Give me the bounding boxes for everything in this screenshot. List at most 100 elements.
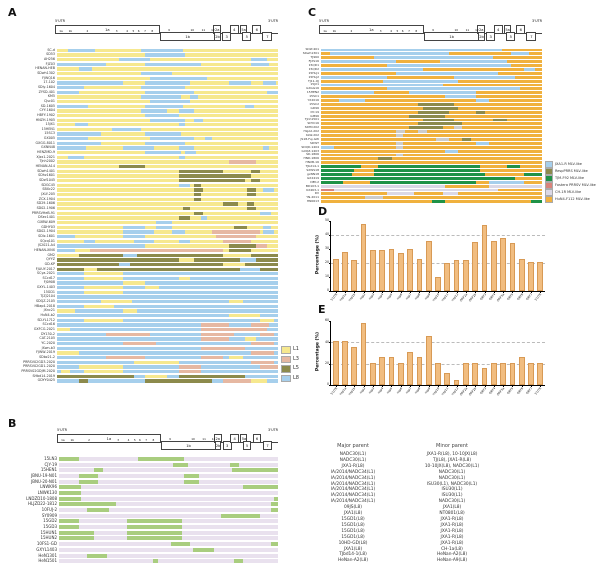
bar-nsp3: [369, 362, 376, 385]
recombination-segment: [200, 328, 267, 332]
genome-track: [57, 318, 278, 323]
recombination-segment: [57, 132, 102, 136]
legend-item: L8: [281, 374, 299, 384]
legend-label: HuN4-F112 MLV-like: [555, 196, 590, 201]
x-tick-mark: [540, 385, 542, 387]
genome-track: [57, 355, 278, 360]
strain-label: KM5: [47, 94, 55, 99]
strain-label: GX2419: [306, 175, 319, 180]
nsp-sub-label: 3: [115, 29, 118, 34]
bar-nsp1b: [351, 260, 358, 291]
genome-track: [57, 99, 278, 104]
recombination-segment: [396, 141, 403, 145]
recombination-segment: [178, 155, 186, 160]
genome-track: [57, 76, 278, 80]
strain-row: 15SC2: [280, 102, 542, 106]
recombination-segment: [57, 234, 75, 239]
genome-track: [59, 553, 278, 558]
bar-3'UTR: [537, 261, 544, 291]
bar-nsp7: [407, 249, 413, 291]
recombination-segment: [194, 197, 201, 201]
genome-track: [321, 106, 542, 110]
nsp-sub-label: 7: [144, 29, 146, 34]
recombination-segment: [149, 118, 186, 122]
strain-label: GXYL1403: [36, 546, 57, 552]
parent-entry: IA/2014/NADC34(L1): [330, 493, 376, 499]
genome-track: [321, 95, 542, 99]
parent-entry: TJbd14-1(L8): [339, 552, 367, 558]
bar-nsp3: [369, 250, 376, 291]
nsp-sub-label: 6: [137, 29, 140, 34]
strain-row: HENAN-XINX: [8, 248, 278, 253]
genome-track: [57, 113, 278, 118]
genome-track: [59, 490, 278, 495]
recombination-segment: [233, 225, 248, 229]
recombination-segment: [59, 485, 81, 490]
recombination-segment: [475, 141, 489, 145]
bar-chart-e: 0 20 40 60 5'UTR nsp1a nsp1b nsp2 nsp3 nsp4 nsp5 ns…: [325, 319, 545, 397]
strain-row: HN0613: [280, 200, 542, 204]
orf-box-2b: 2b: [214, 32, 221, 41]
nsp-sub-label: 3: [379, 29, 382, 34]
strain-label: SDHC202: [304, 125, 319, 130]
strain-label: JXLY-205: [41, 192, 55, 197]
strain-row: GM2: [8, 253, 278, 258]
strain-row: SCcd16: [8, 323, 278, 328]
genome-track: [321, 169, 542, 172]
strain-row: GXYL-1403: [8, 285, 278, 290]
recombination-segment: [387, 192, 414, 196]
recombination-segment: [178, 146, 195, 150]
strain-label: DV: [314, 191, 319, 196]
genome-track: [57, 109, 278, 113]
strain-row: 15GD1: [8, 290, 278, 295]
strain-row: 15JX1: [8, 122, 278, 128]
strain-label: 15GD1: [43, 289, 55, 294]
recombination-segment: [182, 206, 190, 211]
recombination-segment: [251, 179, 261, 183]
recombination-segment: [126, 536, 182, 541]
nsp-sub-label: 1a: [323, 29, 327, 34]
genome-track: [57, 244, 278, 248]
strain-row: SHbd14-2019: [8, 374, 278, 379]
recombination-segment: [378, 165, 481, 169]
parent-entry: NADC30(L1): [339, 452, 367, 457]
strain-row: SQcq101: [8, 239, 278, 244]
strain-label: DBY-2: [310, 179, 319, 184]
recombination-segment: [200, 355, 223, 360]
genome-track: [57, 146, 278, 150]
strain-row: SBXc22: [8, 188, 278, 193]
recombination-segment: [251, 57, 267, 62]
bar-nsp8: [416, 357, 423, 385]
nsp-sub-label: 12: [211, 27, 215, 32]
genome-track: [321, 149, 542, 153]
strain-label: KLW-202: [305, 133, 319, 138]
strain-row: GXGG16: [280, 87, 542, 91]
bar-nsp1b: [351, 346, 358, 385]
gridline: [331, 235, 545, 236]
strain-row: TJ11-QJ: [280, 79, 542, 83]
x-tick-mark: [531, 291, 533, 293]
strain-label: SDQZ-2105: [35, 299, 55, 304]
strain-row: SCya-2021: [8, 271, 278, 277]
major-parent-list: NADC30(L1) NADC30(L1) JXA1-R(L8) IA/2014/NA…: [290, 452, 416, 564]
genome-track: [57, 258, 278, 262]
legend-swatch: [545, 161, 553, 168]
strain-row: GDYY0425: [8, 378, 278, 384]
strain-row: GDHY03: [8, 225, 278, 230]
genome-schematic-a: 5'UTR 3'UTR 1a 1b 2a 2b 3 4 5a 5 6 7 1a 1b 2 3 4 5 6 7 8 9 10 1…: [55, 19, 278, 46]
genome-track: [57, 132, 278, 136]
orf-box-4: 4: [494, 25, 503, 34]
recombination-segment: [57, 146, 86, 150]
strain-row: SDhz1601: [8, 174, 278, 179]
recombination-segment: [418, 130, 428, 134]
strain-label: 10FUJ-2: [41, 507, 57, 513]
strain-row: DY130-2: [8, 332, 278, 337]
strain-label: SDlz-1601: [38, 233, 55, 238]
bar-5'UTR: [332, 258, 339, 291]
utr5-label: 5'UTR: [57, 428, 67, 432]
strain-row: GD-KP: [8, 262, 278, 267]
strain-row: GXBW-609: [8, 220, 278, 225]
parent-entry: NT0801(L8): [439, 511, 465, 517]
x-tick-mark: [382, 291, 384, 293]
y-tick-mark: [329, 342, 331, 344]
